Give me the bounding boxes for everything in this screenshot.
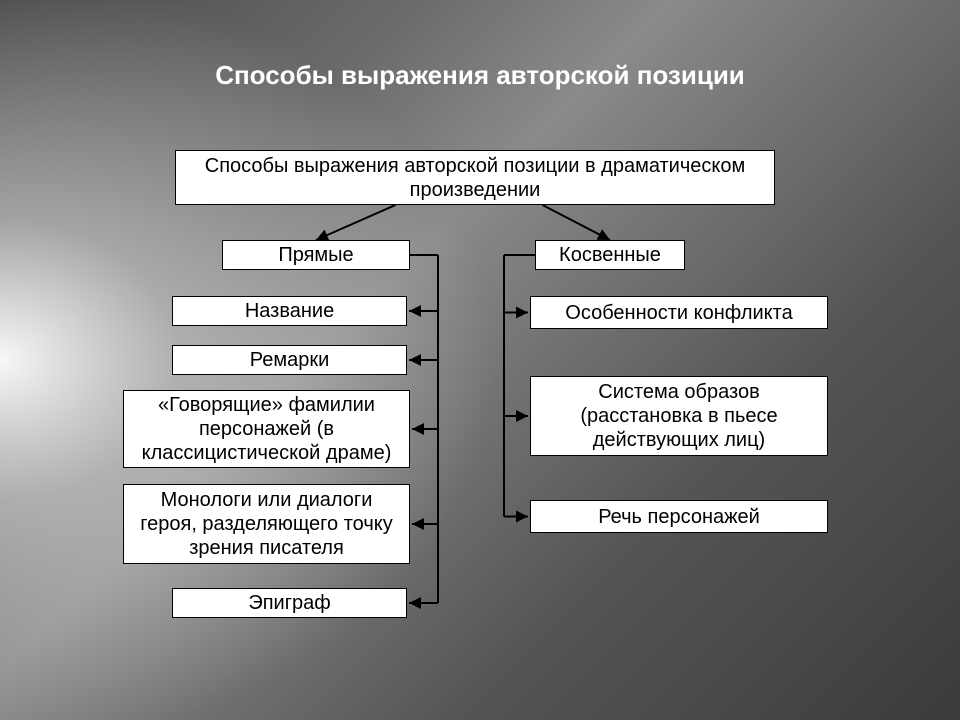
node-i2: Система образов (расстановка в пьесе дей… [530, 376, 828, 456]
node-label: Название [245, 299, 334, 323]
node-indirect: Косвенные [535, 240, 685, 270]
slide-title: Способы выражения авторской позиции [0, 60, 960, 91]
node-root: Способы выражения авторской позиции в др… [175, 150, 775, 205]
node-d5: Эпиграф [172, 588, 407, 618]
node-d4: Монологи или диалоги героя, разделяющего… [123, 484, 410, 564]
node-label: Ремарки [250, 348, 330, 372]
node-label: Эпиграф [248, 591, 330, 615]
connector-layer [0, 0, 960, 720]
node-label: Косвенные [559, 243, 661, 267]
node-label: Особенности конфликта [565, 301, 792, 325]
node-direct: Прямые [222, 240, 410, 270]
node-label: Речь персонажей [598, 505, 760, 529]
node-label: Монологи или диалоги героя, разделяющего… [134, 488, 399, 560]
node-i1: Особенности конфликта [530, 296, 828, 329]
slide-stage: Способы выражения авторской позиции Спос… [0, 0, 960, 720]
node-label: «Говорящие» фамилии персонажей (в класси… [134, 393, 399, 465]
node-label: Способы выражения авторской позиции в др… [186, 154, 764, 202]
node-d1: Название [172, 296, 407, 326]
node-i3: Речь персонажей [530, 500, 828, 533]
node-label: Прямые [278, 243, 353, 267]
node-d2: Ремарки [172, 345, 407, 375]
node-d3: «Говорящие» фамилии персонажей (в класси… [123, 390, 410, 468]
node-label: Система образов (расстановка в пьесе дей… [541, 380, 817, 452]
